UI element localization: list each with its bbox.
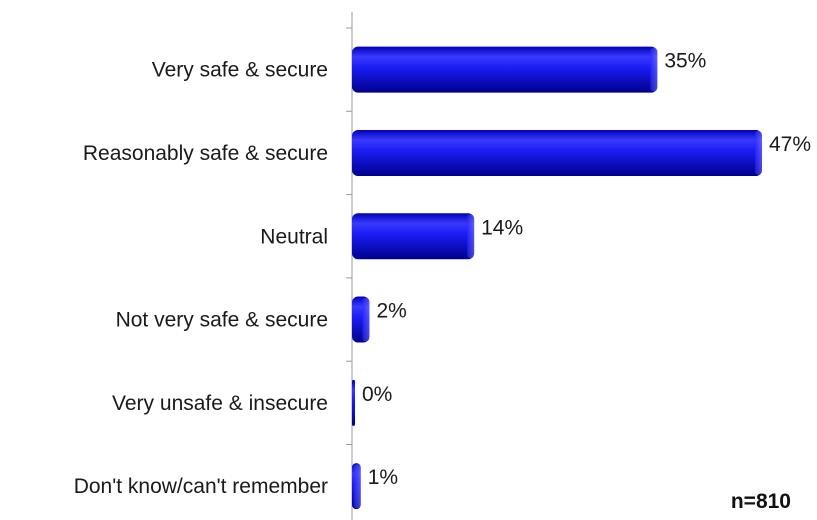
- bar-end-cap: [467, 214, 475, 259]
- value-label: 0%: [362, 383, 392, 406]
- value-label: 14%: [481, 216, 523, 239]
- bar-end-cap: [353, 464, 361, 509]
- bar-group: [352, 463, 361, 510]
- value-label: 1%: [368, 466, 398, 489]
- bar-group: [352, 379, 355, 426]
- bar: [352, 46, 658, 93]
- bars: [352, 46, 762, 510]
- category-label: Neutral: [260, 225, 328, 248]
- value-label: 47%: [769, 133, 811, 156]
- bar-group: [352, 296, 370, 343]
- category-label: Very unsafe & insecure: [112, 392, 328, 415]
- category-label: Reasonably safe & secure: [83, 142, 328, 165]
- bar-end-cap: [755, 130, 762, 175]
- bar-end-cap: [362, 297, 370, 342]
- bar: [352, 379, 355, 426]
- category-label: Don't know/can't remember: [74, 475, 328, 498]
- bar: [352, 129, 762, 176]
- bar: [352, 213, 475, 260]
- value-label: 35%: [664, 50, 706, 73]
- y-axis: [346, 12, 353, 520]
- sample-size-note: n=810: [730, 490, 791, 513]
- bar-end-cap: [650, 47, 658, 92]
- labels: Very safe & secure 35% Reasonably safe & s…: [74, 50, 811, 498]
- category-label: Very safe & secure: [152, 59, 328, 82]
- bar-group: [352, 129, 762, 176]
- bar-group: [352, 213, 475, 260]
- category-label: Not very safe & secure: [116, 309, 328, 332]
- bar-group: [352, 46, 658, 93]
- value-label: 2%: [376, 300, 406, 323]
